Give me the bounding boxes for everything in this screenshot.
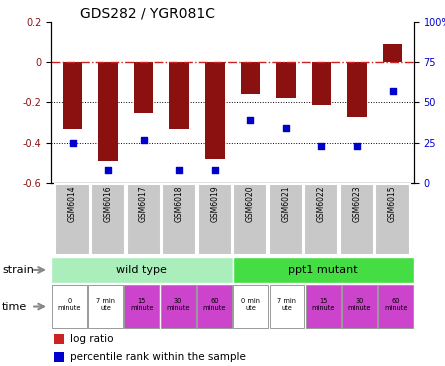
Point xyxy=(176,167,183,173)
Bar xyxy=(376,184,409,255)
Point xyxy=(318,143,325,149)
Bar xyxy=(161,285,195,329)
Bar xyxy=(88,285,123,329)
Point xyxy=(353,143,360,149)
Bar xyxy=(205,62,225,159)
Bar xyxy=(54,352,64,362)
Bar xyxy=(306,285,340,329)
Point xyxy=(211,167,218,173)
Bar xyxy=(162,184,196,255)
Bar xyxy=(270,285,304,329)
Bar xyxy=(342,285,377,329)
Text: 60
minute: 60 minute xyxy=(202,298,226,311)
Point xyxy=(140,137,147,142)
Text: log ratio: log ratio xyxy=(70,334,113,344)
Text: GSM6022: GSM6022 xyxy=(317,185,326,222)
Text: percentile rank within the sample: percentile rank within the sample xyxy=(70,352,246,362)
Bar xyxy=(312,62,331,105)
Bar xyxy=(134,62,154,113)
Bar xyxy=(233,184,267,255)
Bar xyxy=(233,257,414,283)
Text: GSM6020: GSM6020 xyxy=(246,185,255,222)
Text: 0 min
ute: 0 min ute xyxy=(241,298,260,311)
Text: time: time xyxy=(2,302,28,311)
Bar xyxy=(91,184,125,255)
Text: strain: strain xyxy=(2,265,34,275)
Bar xyxy=(304,184,339,255)
Text: GSM6017: GSM6017 xyxy=(139,185,148,222)
Bar xyxy=(269,184,303,255)
Bar xyxy=(378,285,413,329)
Text: GSM6023: GSM6023 xyxy=(352,185,361,222)
Text: GSM6018: GSM6018 xyxy=(175,185,184,222)
Text: 30
minute: 30 minute xyxy=(166,298,190,311)
Point xyxy=(282,125,289,131)
Bar xyxy=(51,257,233,283)
Point xyxy=(247,117,254,123)
Text: GSM6019: GSM6019 xyxy=(210,185,219,222)
Text: ppt1 mutant: ppt1 mutant xyxy=(288,265,358,275)
Bar xyxy=(98,62,118,161)
Bar xyxy=(233,285,268,329)
Bar xyxy=(198,184,232,255)
Text: 60
minute: 60 minute xyxy=(384,298,408,311)
Bar xyxy=(125,285,159,329)
Text: GDS282 / YGR081C: GDS282 / YGR081C xyxy=(80,7,215,21)
Text: GSM6014: GSM6014 xyxy=(68,185,77,222)
Text: 15
minute: 15 minute xyxy=(130,298,154,311)
Text: 0
minute: 0 minute xyxy=(57,298,81,311)
Bar xyxy=(63,62,82,129)
Text: wild type: wild type xyxy=(117,265,167,275)
Text: 15
minute: 15 minute xyxy=(312,298,335,311)
Point xyxy=(69,140,76,146)
Bar xyxy=(347,62,367,117)
Text: GSM6015: GSM6015 xyxy=(388,185,397,222)
Text: GSM6016: GSM6016 xyxy=(104,185,113,222)
Text: GSM6021: GSM6021 xyxy=(281,185,290,222)
Bar xyxy=(52,285,87,329)
Bar xyxy=(197,285,232,329)
Bar xyxy=(340,184,374,255)
Text: 7 min
ute: 7 min ute xyxy=(277,298,296,311)
Bar xyxy=(54,334,64,344)
Bar xyxy=(56,184,89,255)
Text: 7 min
ute: 7 min ute xyxy=(96,298,115,311)
Bar xyxy=(170,62,189,129)
Bar xyxy=(126,184,161,255)
Point xyxy=(389,88,396,94)
Point xyxy=(105,167,112,173)
Text: 30
minute: 30 minute xyxy=(348,298,371,311)
Bar xyxy=(276,62,295,98)
Bar xyxy=(383,44,402,62)
Bar xyxy=(240,62,260,94)
